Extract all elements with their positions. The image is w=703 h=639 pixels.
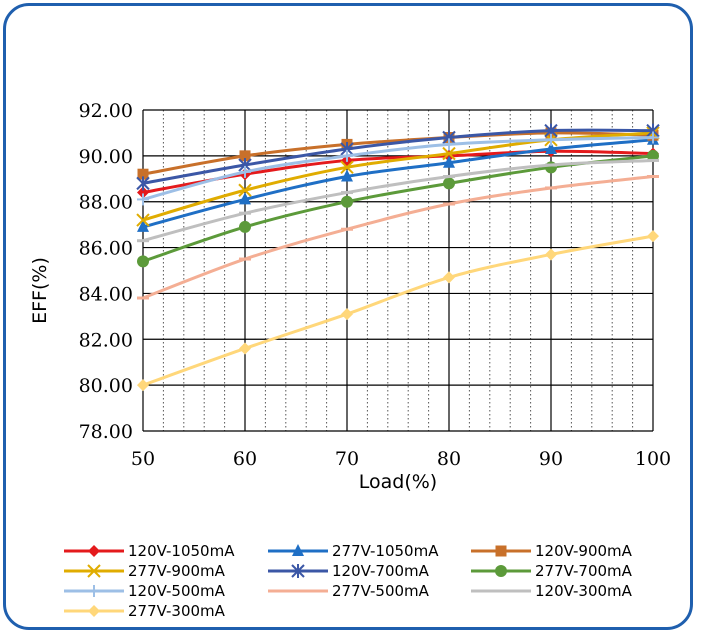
- x-tick-label: 100: [635, 448, 671, 470]
- series-line: [142, 234, 654, 387]
- series-line: [142, 128, 654, 185]
- series-line: [142, 175, 654, 300]
- legend-label: 120V-900mA: [535, 542, 633, 560]
- data-point: [341, 169, 353, 182]
- data-point: [340, 160, 354, 175]
- legend-label: 277V-700mA: [535, 562, 633, 580]
- data-point: [341, 149, 353, 162]
- data-point: [443, 271, 455, 284]
- data-point: [137, 186, 149, 199]
- data-point: [341, 308, 353, 321]
- chart-frame: 50 60 70 80 90 100 78.00 80.00 82.00 84.00 86.00 8…: [3, 3, 693, 630]
- x-tick-label: 60: [233, 448, 257, 470]
- data-point: [239, 342, 251, 355]
- legend-marker: [88, 605, 100, 617]
- legend-item: 120V-900mA: [471, 542, 633, 560]
- data-point: [545, 141, 557, 154]
- legend-item: 120V-1050mA: [64, 542, 235, 560]
- data-point: [341, 195, 353, 208]
- legend: 120V-1050mA 277V-1050mA 120V-900mA 277V-900…: [64, 542, 633, 620]
- data-point: [137, 219, 149, 232]
- x-tick-label: 80: [437, 448, 461, 470]
- y-tick-label: 90.00: [79, 146, 133, 168]
- series-120V-500mA: [137, 131, 659, 206]
- x-tick-label: 70: [335, 448, 359, 470]
- x-tick-label: 90: [539, 448, 563, 470]
- series-line: [142, 158, 654, 243]
- data-point: [239, 150, 251, 162]
- legend-item: 277V-500mA: [268, 582, 430, 600]
- legend-marker: [88, 585, 100, 597]
- legend-label: 120V-1050mA: [128, 542, 235, 560]
- y-axis-label: EFF(%): [29, 257, 51, 324]
- legend-label: 277V-300mA: [128, 602, 226, 620]
- y-tick-label: 88.00: [79, 192, 133, 214]
- series-277V-300mA: [137, 230, 659, 392]
- data-point: [545, 161, 557, 174]
- data-point: [443, 155, 455, 168]
- y-tick-label: 80.00: [79, 375, 133, 397]
- legend-item: 277V-300mA: [64, 602, 226, 620]
- y-tick-label: 84.00: [79, 283, 133, 305]
- x-axis-label: Load(%): [359, 471, 437, 493]
- series-line: [142, 149, 654, 195]
- series-277V-500mA: [137, 174, 659, 300]
- data-point: [239, 220, 251, 233]
- series-lines: [136, 123, 660, 392]
- legend-item: 277V-1050mA: [268, 542, 439, 560]
- y-axis-ticks: 78.00 80.00 82.00 84.00 86.00 88.00 90.00 92.00: [79, 100, 133, 443]
- data-point: [238, 183, 252, 197]
- data-point: [137, 168, 149, 180]
- data-point: [137, 255, 149, 268]
- series-line: [142, 136, 654, 201]
- data-point: [647, 149, 659, 162]
- legend-label: 120V-300mA: [535, 582, 633, 600]
- data-point: [136, 213, 150, 227]
- x-tick-label: 50: [131, 448, 155, 470]
- data-point: [239, 192, 251, 205]
- legend-marker: [88, 545, 100, 557]
- data-point: [545, 133, 557, 146]
- data-point: [545, 248, 557, 261]
- y-tick-label: 78.00: [79, 421, 133, 443]
- data-point: [647, 131, 659, 144]
- data-point: [443, 177, 455, 190]
- legend-item: 277V-900mA: [64, 562, 226, 580]
- legend-label: 277V-1050mA: [332, 542, 439, 560]
- legend-marker: [87, 564, 101, 578]
- data-point: [136, 176, 150, 191]
- legend-item: 120V-500mA: [64, 582, 226, 600]
- legend-marker: [495, 545, 507, 557]
- y-tick-label: 86.00: [79, 238, 133, 260]
- legend-marker: [291, 564, 305, 578]
- legend-label: 277V-500mA: [332, 582, 430, 600]
- series-120V-900mA: [137, 127, 659, 180]
- y-tick-label: 92.00: [79, 100, 133, 122]
- legend-label: 277V-900mA: [128, 562, 226, 580]
- y-tick-label: 82.00: [79, 329, 133, 351]
- legend-marker: [495, 565, 507, 577]
- data-point: [442, 146, 456, 161]
- series-line: [142, 138, 654, 229]
- series-line: [142, 131, 654, 176]
- data-point: [239, 165, 251, 178]
- series-120V-300mA: [137, 158, 659, 243]
- efficiency-chart: 50 60 70 80 90 100 78.00 80.00 82.00 84.00 86.00 8…: [29, 100, 671, 620]
- legend-label: 120V-700mA: [332, 562, 430, 580]
- data-point: [137, 379, 149, 392]
- data-point: [137, 193, 149, 206]
- series-line: [142, 154, 654, 263]
- legend-marker: [292, 544, 304, 556]
- data-point: [647, 230, 659, 243]
- legend-label: 120V-500mA: [128, 582, 226, 600]
- legend-item: 120V-700mA: [268, 562, 430, 580]
- legend-item: 277V-700mA: [471, 562, 633, 580]
- x-axis-ticks: 50 60 70 80 90 100: [131, 448, 671, 470]
- legend-item: 120V-300mA: [471, 582, 633, 600]
- data-point: [443, 138, 455, 151]
